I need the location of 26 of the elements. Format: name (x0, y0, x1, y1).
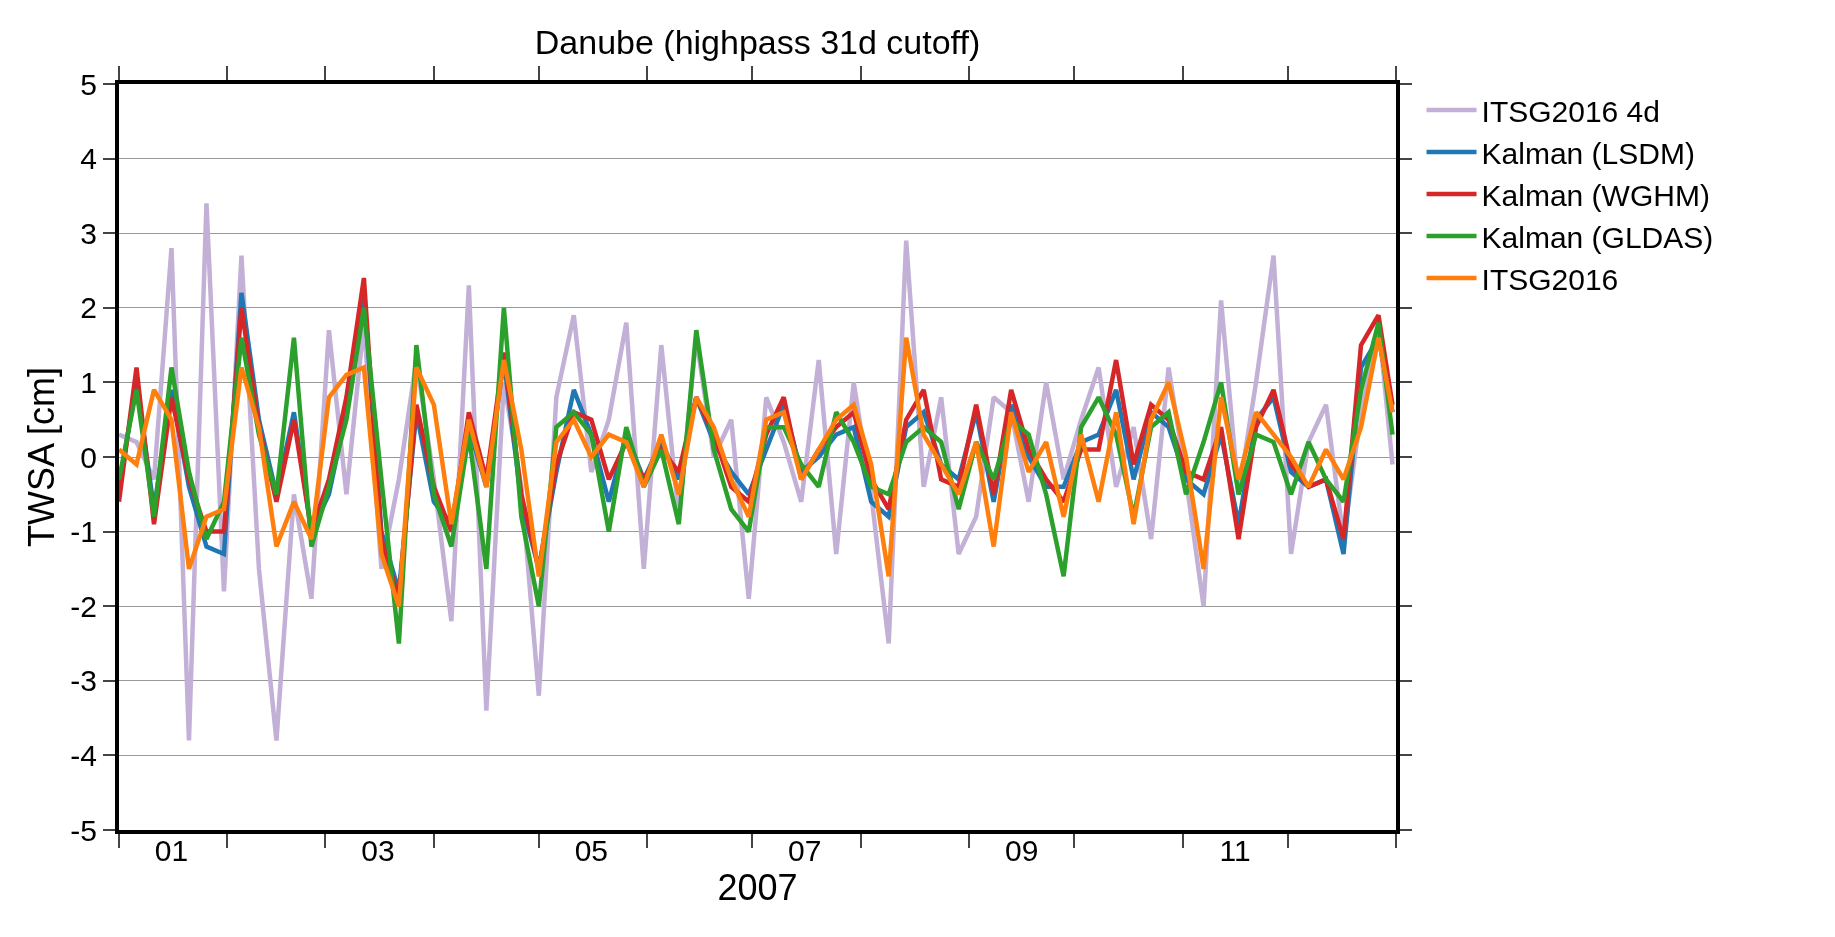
x-tick-label: 07 (788, 834, 822, 867)
x-tick-label: 11 (1219, 834, 1251, 867)
y-tick-label: -2 (70, 589, 97, 623)
legend-label: Kalman (GLDAS) (1481, 220, 1714, 254)
line-series (119, 335, 1395, 609)
y-tick-label: -1 (70, 515, 97, 549)
y-tick-label: 2 (80, 291, 97, 325)
y-axis-title: TWSA [cm] (20, 367, 62, 547)
x-tick-label: 03 (361, 834, 395, 867)
y-tick-label: 1 (80, 365, 97, 399)
y-tick-label: 0 (80, 440, 97, 474)
x-tick-label: 05 (574, 834, 609, 867)
y-tick-label: 4 (80, 142, 97, 176)
y-tick-label: 3 (80, 216, 97, 250)
x-tick-label: 09 (1004, 834, 1039, 867)
y-tick-label: -3 (70, 664, 97, 698)
y-tick-label: 5 (80, 67, 97, 101)
y-tick-label: -4 (70, 738, 97, 772)
y-tick-label: -5 (70, 813, 97, 847)
legend-label: ITSG2016 4d (1481, 94, 1660, 128)
legend-label: Kalman (LSDM) (1481, 136, 1695, 170)
x-tick-label: 01 (154, 834, 189, 867)
chart-title: Danube (highpass 31d cutoff) (534, 22, 981, 61)
legend-label: Kalman (WGHM) (1481, 178, 1710, 212)
legend-label: ITSG2016 (1481, 262, 1619, 296)
x-axis-title: 2007 (717, 867, 798, 908)
